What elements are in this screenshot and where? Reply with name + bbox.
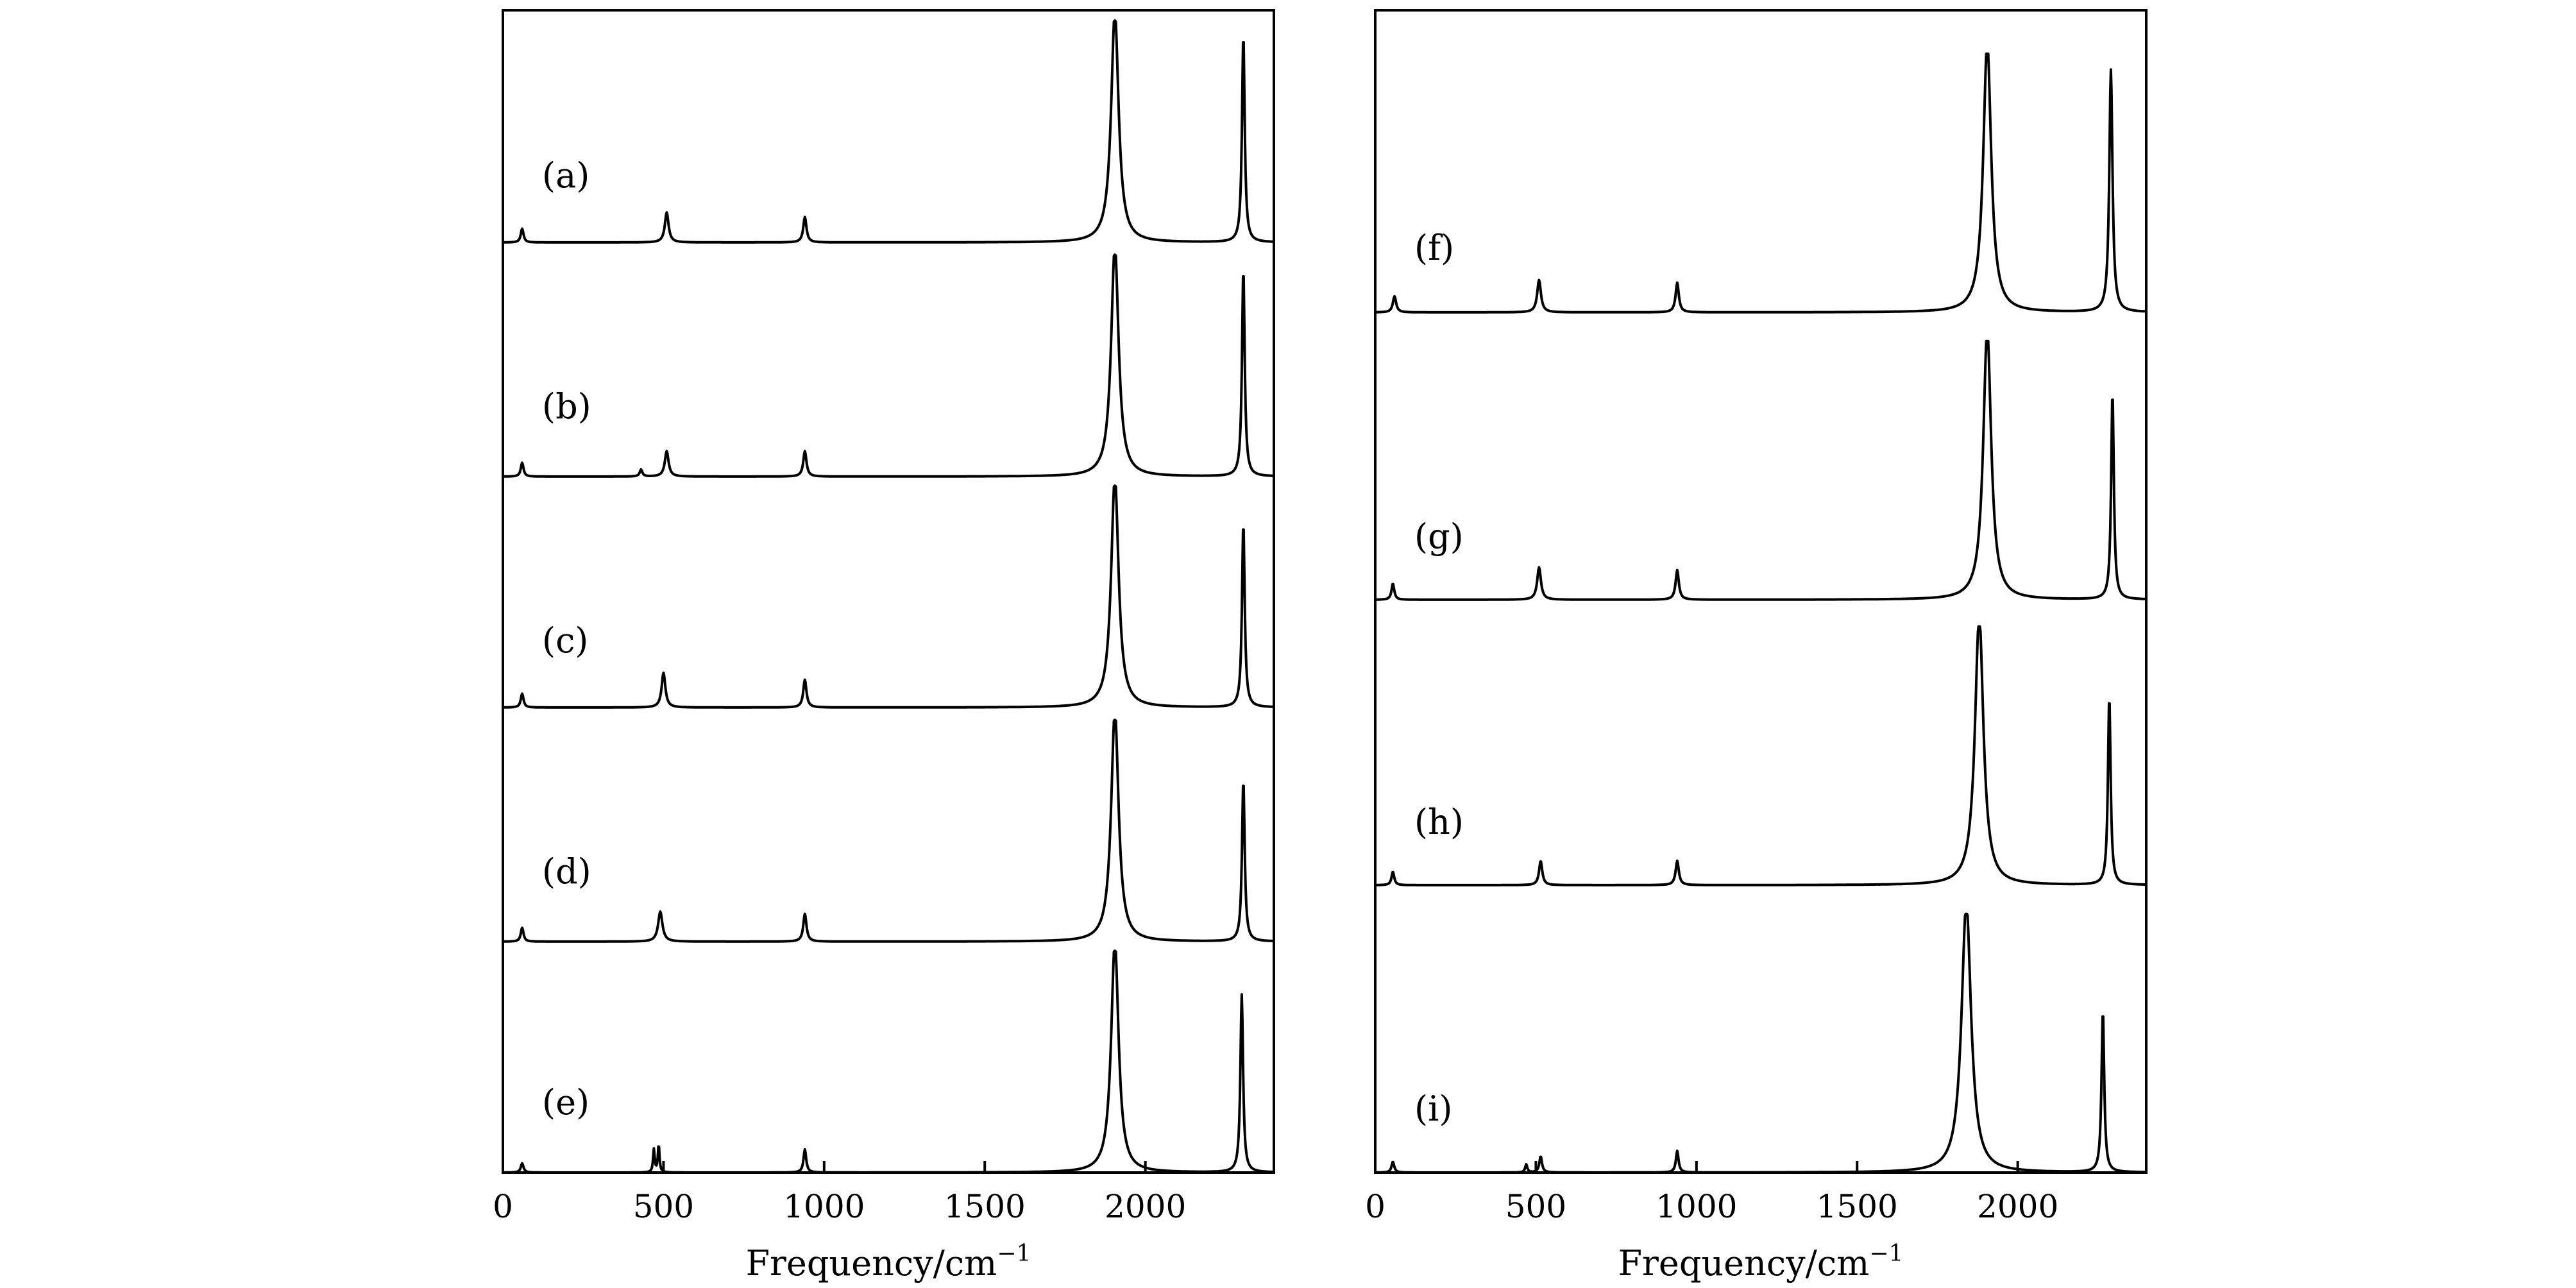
x-tick-label: 0: [493, 1188, 513, 1225]
trace-label: (a): [542, 155, 589, 196]
x-tick-label: 1500: [944, 1188, 1026, 1225]
spectrum-trace-i: [1375, 912, 2147, 1174]
spectrum-trace-c: [502, 484, 1275, 709]
trace-label: (i): [1414, 1089, 1452, 1129]
x-tick-label: 500: [633, 1188, 694, 1225]
x-axis-label: Frequency/cm−1: [746, 1241, 1031, 1284]
trace-label: (c): [542, 620, 588, 661]
spectrum-trace-e: [502, 949, 1275, 1174]
spectrum-trace-b: [502, 253, 1275, 478]
x-tick-label: 2000: [1105, 1188, 1186, 1225]
x-tick-label: 1000: [783, 1188, 865, 1225]
x-tick-label: 0: [1365, 1188, 1385, 1225]
x-tick-label: 1500: [1817, 1188, 1898, 1225]
spectrum-trace-g: [1375, 339, 2147, 601]
x-tick-label: 2000: [1977, 1188, 2058, 1225]
trace-label: (e): [542, 1082, 589, 1123]
spectrum-trace-a: [502, 19, 1275, 244]
plot-frame: [1374, 9, 2148, 1174]
x-tick-label: 1000: [1656, 1188, 1737, 1225]
right-panel: 0 500 1000 1500 2000 Frequency/cm−1 (f) (g) (h) (…: [1365, 9, 2148, 1284]
trace-label: (d): [542, 851, 591, 892]
left-panel: 0 500 1000 1500 2000 Frequency/cm−1 (a) (b) (c) (…: [493, 9, 1275, 1284]
spectrum-trace-d: [502, 718, 1275, 943]
trace-label: (f): [1414, 228, 1454, 268]
x-tick-label: 500: [1505, 1188, 1566, 1225]
trace-label: (g): [1414, 516, 1464, 557]
spectrum-trace-f: [1375, 52, 2147, 314]
x-axis-label: Frequency/cm−1: [1618, 1241, 1904, 1284]
spectrum-trace-h: [1375, 625, 2147, 886]
trace-label: (b): [542, 386, 591, 427]
plot-frame: [502, 9, 1275, 1174]
trace-label: (h): [1414, 802, 1464, 842]
